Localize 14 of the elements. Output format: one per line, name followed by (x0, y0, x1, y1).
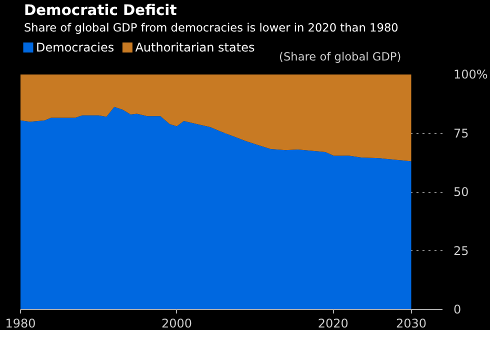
y-tick-label: 0 (454, 302, 462, 316)
chart-subtitle: Share of global GDP from democracies is lower in 2020 than 1980 (24, 20, 398, 34)
x-tick-label: 2030 (396, 316, 427, 330)
y-axis-title: (Share of global GDP) (279, 50, 402, 64)
x-tick-label: 2020 (318, 316, 348, 330)
legend-label: Authoritarian states (135, 40, 255, 54)
legend-label: Democracies (36, 40, 114, 54)
x-tick-label: 2000 (162, 316, 192, 330)
chart-title: Democratic Deficit (24, 2, 177, 19)
x-tick-label: 1980 (5, 316, 36, 330)
y-tick-label: 100% (454, 68, 488, 82)
y-tick-label: 75 (454, 126, 469, 140)
y-tick-label: 25 (454, 244, 469, 258)
y-tick-label: 50 (454, 185, 469, 199)
